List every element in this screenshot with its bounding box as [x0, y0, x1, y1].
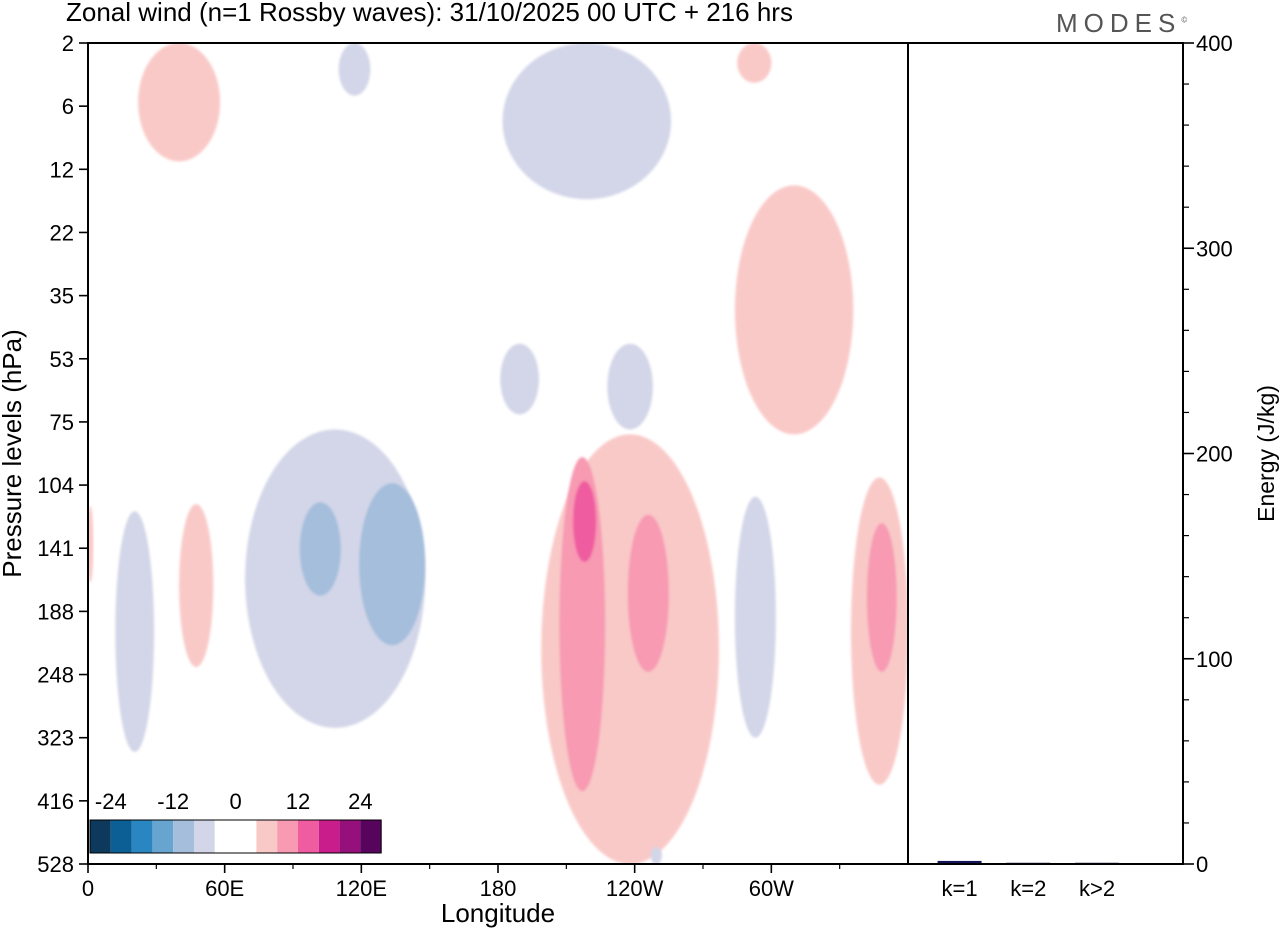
wind-anomaly-9: [299, 502, 341, 596]
colorbar-tick-label: 0: [229, 789, 241, 814]
y-tick-label: 22: [50, 220, 74, 245]
y-tick-label: 2: [62, 31, 74, 56]
y-tick-label: 323: [37, 726, 74, 751]
colorbar: -24 -12 0 12 24: [88, 783, 384, 855]
wind-anomaly-16: [573, 481, 596, 562]
wind-anomaly-4: [737, 43, 772, 83]
wind-anomaly-18: [734, 496, 776, 738]
y-tick-label: 35: [50, 284, 74, 309]
wind-anomaly-10: [359, 483, 426, 646]
colorbar-swatch: [214, 820, 236, 853]
y-axis-label: Pressure levels (hPa): [0, 329, 27, 578]
colorbar-swatch: [152, 820, 174, 853]
colorbar-tick-label: -24: [95, 789, 127, 814]
energy-category-label: k=2: [1010, 876, 1046, 901]
colorbar-swatch: [339, 820, 361, 853]
y-tick-label: 104: [37, 473, 74, 498]
wind-anomaly-7: [607, 343, 653, 430]
wind-anomaly-1: [138, 43, 221, 162]
colorbar-swatch: [256, 820, 278, 853]
wind-anomaly-5: [734, 185, 854, 435]
x-tick-label: 60E: [205, 876, 244, 901]
energy-tick-label: 100: [1196, 647, 1233, 672]
colorbar-swatch: [318, 820, 340, 853]
energy-category-label: k=1: [942, 876, 978, 901]
chart-title: Zonal wind (n=1 Rossby waves): 31/10/202…: [66, 0, 793, 27]
wind-anomaly-17: [627, 514, 669, 672]
brand-name: MODES: [1056, 8, 1182, 38]
colorbar-swatch: [194, 820, 215, 853]
y-tick-label: 12: [50, 157, 74, 182]
y-tick-label: 528: [37, 852, 74, 877]
colorbar-tick-label: 12: [286, 789, 310, 814]
energy-tick-label: 400: [1196, 31, 1233, 56]
energy-axis-label: Energy (J/kg): [1253, 385, 1279, 522]
colorbar-frame: [89, 819, 382, 854]
colorbar-swatch: [235, 820, 257, 853]
energy-category-label: k>2: [1079, 876, 1115, 901]
colorbar-swatch: [110, 820, 132, 853]
colorbar-swatch: [298, 820, 319, 853]
wind-anomaly-20: [867, 523, 897, 672]
colorbar-swatch: [131, 820, 153, 853]
y-tick-label: 416: [37, 789, 74, 814]
anomaly-layer: [88, 43, 908, 864]
colorbar-tick-label: 24: [348, 789, 372, 814]
x-axis-label: Longitude: [441, 898, 555, 928]
x-tick-label: 0: [82, 876, 94, 901]
wind-anomaly-13: [88, 505, 94, 583]
y-tick-label: 75: [50, 410, 74, 435]
y-tick-label: 6: [62, 94, 74, 119]
colorbar-swatch: [360, 820, 382, 853]
x-tick-label: 120E: [336, 876, 387, 901]
colorbar-swatch: [277, 820, 298, 853]
y-tick-label: 188: [37, 599, 74, 624]
energy-tick-label: 200: [1196, 442, 1233, 467]
energy-tick-label: 0: [1196, 852, 1208, 877]
x-tick-label: 180: [480, 876, 517, 901]
wind-anomaly-6: [500, 343, 539, 415]
colorbar-swatch: [173, 820, 194, 853]
chart-axes: 0 60E 120E 180 120W 60W 2 6 12 22 35 53 75 104 141 188 2…: [0, 31, 1279, 928]
y-tick-label: 248: [37, 663, 74, 688]
brand-logo: MODES©: [1056, 8, 1187, 39]
colorbar-tick-label: -12: [157, 789, 189, 814]
wind-anomaly-21: [650, 847, 662, 864]
x-tick-label: 60W: [749, 876, 794, 901]
energy-bar: [937, 860, 982, 864]
energy-tick-label: 300: [1196, 236, 1233, 261]
x-tick-label: 120W: [606, 876, 664, 901]
wind-anomaly-11: [115, 511, 155, 752]
y-tick-label: 141: [37, 536, 74, 561]
wind-anomaly-2: [338, 43, 371, 96]
wind-anomaly-12: [179, 504, 214, 668]
wind-anomaly-3: [502, 43, 672, 200]
brand-mark: ©: [1181, 15, 1188, 25]
y-tick-label: 53: [50, 347, 74, 372]
colorbar-swatch: [90, 820, 111, 853]
